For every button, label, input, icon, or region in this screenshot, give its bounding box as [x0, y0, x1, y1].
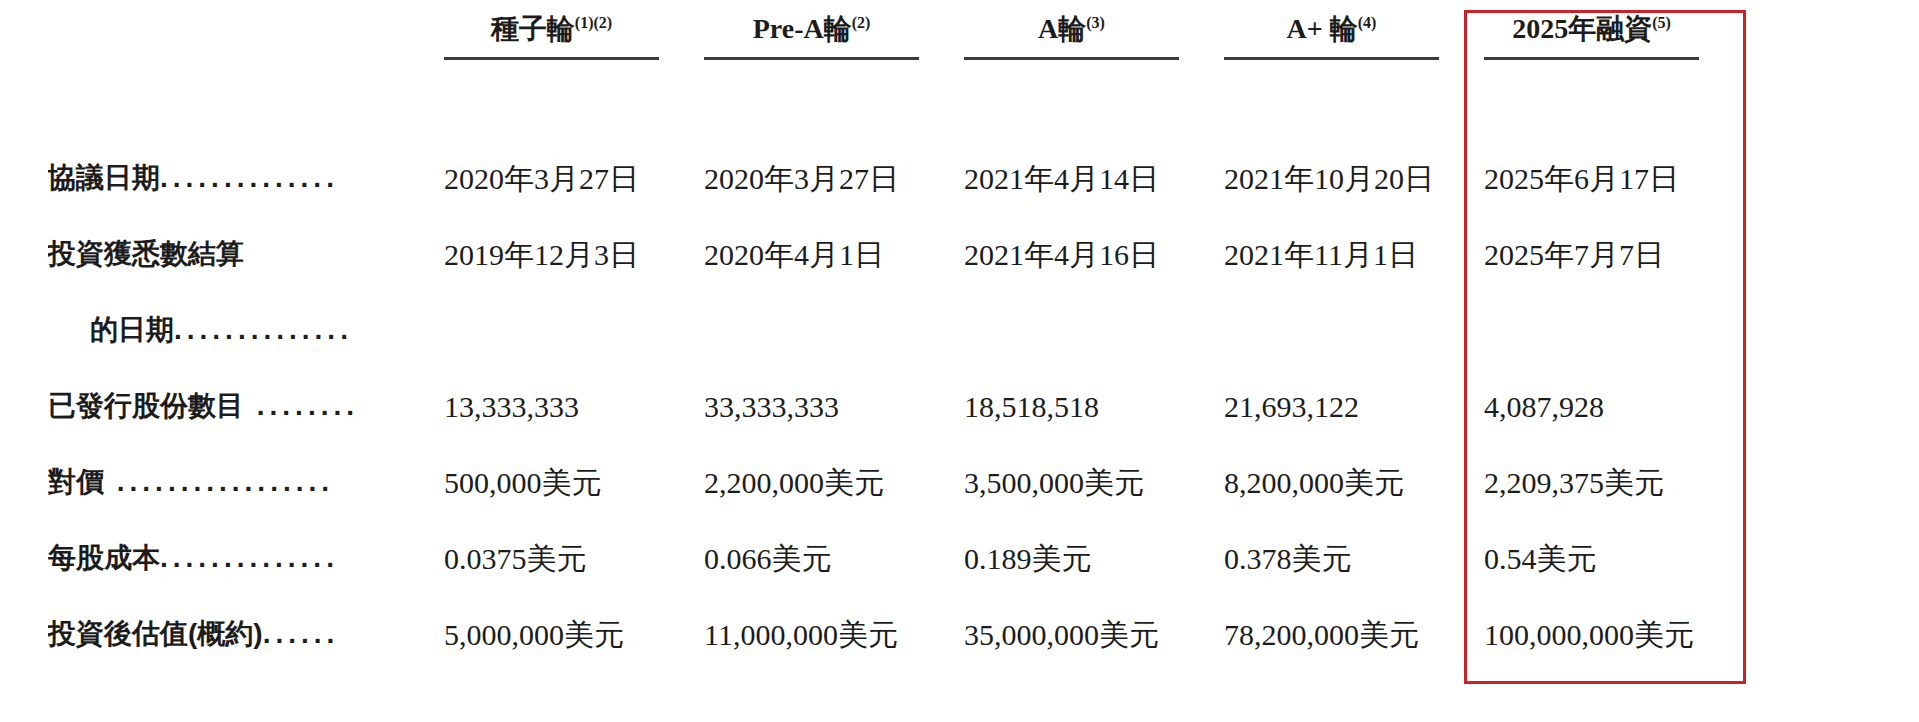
row-label: 對價 ................. [48, 464, 444, 500]
footnote-ref: (2) [852, 14, 871, 31]
cell-value: 500,000美元 [444, 464, 704, 501]
cell-value: 0.189美元 [964, 540, 1224, 577]
dot-leader: .............. [174, 314, 353, 345]
table-header-row: 種子輪(1)(2) Pre-A輪(2) A輪(3) A+ 輪(4) 2025年融… [48, 12, 1758, 160]
cell-value: 2020年4月1日 [704, 236, 964, 273]
dot-leader: .............. [160, 542, 339, 573]
row-label: 每股成本.............. [48, 540, 444, 576]
footnote-ref: (1)(2) [575, 14, 612, 31]
table-row-cost-per-share: 每股成本.............. 0.0375美元 0.066美元 0.18… [48, 540, 1758, 616]
cell-value: 5,000,000美元 [444, 616, 704, 653]
table-row-post-investment-valuation: 投資後估值(概約)...... 5,000,000美元 11,000,000美元… [48, 616, 1758, 692]
cell-value: 13,333,333 [444, 388, 704, 425]
cell-value: 11,000,000美元 [704, 616, 964, 653]
column-header-pre-a-round: Pre-A輪(2) [704, 12, 964, 60]
cell-value: 33,333,333 [704, 388, 964, 425]
footnote-ref: (3) [1086, 14, 1105, 31]
column-header-label: Pre-A輪 [753, 13, 852, 44]
cell-value: 2021年4月14日 [964, 160, 1224, 197]
cell-value: 2,209,375美元 [1484, 464, 1744, 501]
cell-value: 21,693,122 [1224, 388, 1484, 425]
row-label: 投資後估值(概約)...... [48, 616, 444, 652]
cell-value: 0.066美元 [704, 540, 964, 577]
dot-leader: ........ [244, 390, 359, 421]
column-header-2025-financing: 2025年融資(5) [1484, 12, 1744, 60]
dot-leader: ...... [263, 618, 340, 649]
document-page: { "table": { "highlight_color": "#cc2127… [0, 0, 1919, 722]
cell-value: 2,200,000美元 [704, 464, 964, 501]
cell-value: 2021年4月16日 [964, 236, 1224, 273]
cell-value: 2021年11月1日 [1224, 236, 1484, 273]
row-label: 的日期.............. [48, 312, 444, 348]
cell-value: 8,200,000美元 [1224, 464, 1484, 501]
cell-value: 0.54美元 [1484, 540, 1744, 577]
column-header-a-plus-round: A+ 輪(4) [1224, 12, 1484, 60]
cell-value: 18,518,518 [964, 388, 1224, 425]
cell-value: 100,000,000美元 [1484, 616, 1744, 653]
cell-value: 3,500,000美元 [964, 464, 1224, 501]
dot-leader: .............. [160, 162, 339, 193]
cell-value: 0.0375美元 [444, 540, 704, 577]
funding-rounds-table: 種子輪(1)(2) Pre-A輪(2) A輪(3) A+ 輪(4) 2025年融… [48, 12, 1758, 692]
cell-value: 2019年12月3日 [444, 236, 704, 273]
dot-leader: ................. [104, 466, 334, 497]
cell-value: 78,200,000美元 [1224, 616, 1484, 653]
table-row-settlement-date: 投資獲悉數結算 2019年12月3日 2020年4月1日 2021年4月16日 … [48, 236, 1758, 312]
table-row-consideration: 對價 ................. 500,000美元 2,200,000… [48, 464, 1758, 540]
cell-value: 4,087,928 [1484, 388, 1744, 425]
cell-value: 2020年3月27日 [444, 160, 704, 197]
table-row-shares-issued: 已發行股份數目 ........ 13,333,333 33,333,333 1… [48, 388, 1758, 464]
cell-value: 2020年3月27日 [704, 160, 964, 197]
column-header-label: A+ 輪 [1287, 13, 1358, 44]
row-label: 協議日期.............. [48, 160, 444, 196]
cell-value: 2025年7月7日 [1484, 236, 1744, 273]
column-header-label: 2025年融資 [1512, 13, 1652, 44]
table-row-agreement-date: 協議日期.............. 2020年3月27日 2020年3月27日… [48, 160, 1758, 236]
table-row-settlement-date-cont: 的日期.............. [48, 312, 1758, 388]
footnote-ref: (4) [1358, 14, 1377, 31]
cell-value: 35,000,000美元 [964, 616, 1224, 653]
column-header-label: A輪 [1038, 13, 1086, 44]
column-header-label: 種子輪 [491, 13, 575, 44]
row-label: 已發行股份數目 ........ [48, 388, 444, 424]
row-label: 投資獲悉數結算 [48, 236, 444, 272]
column-header-a-round: A輪(3) [964, 12, 1224, 60]
footnote-ref: (5) [1652, 14, 1671, 31]
column-header-seed-round: 種子輪(1)(2) [444, 12, 704, 60]
cell-value: 2025年6月17日 [1484, 160, 1744, 197]
cell-value: 2021年10月20日 [1224, 160, 1484, 197]
cell-value: 0.378美元 [1224, 540, 1484, 577]
